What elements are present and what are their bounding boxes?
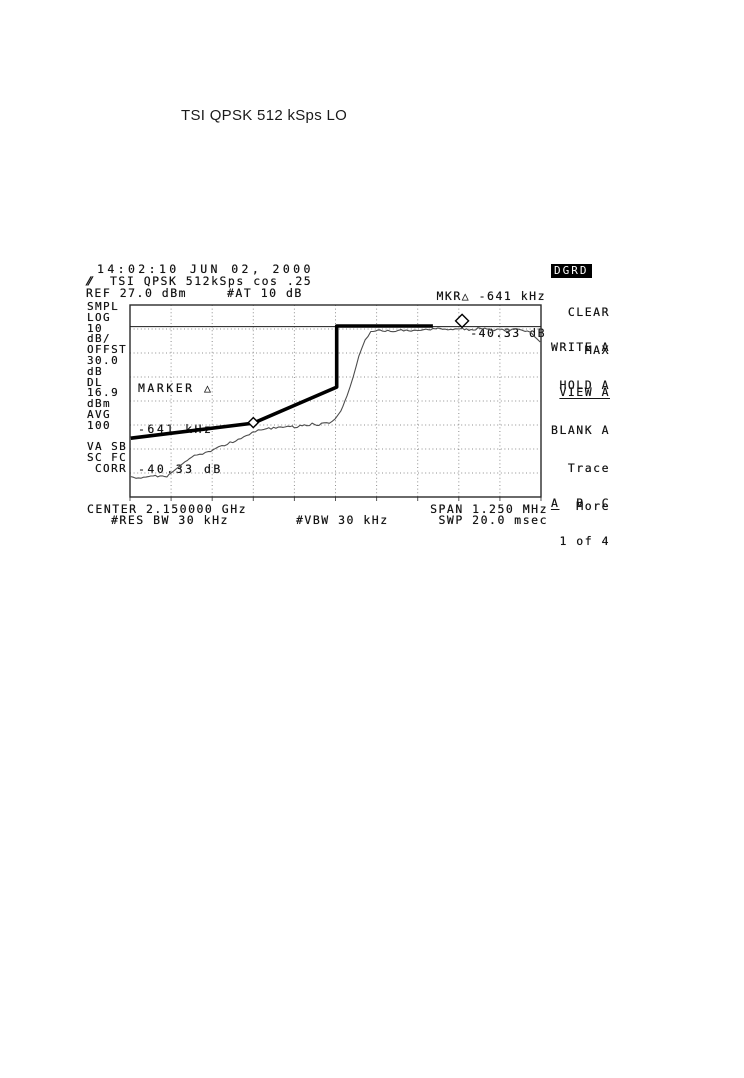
left-annotation-row: SC FC	[87, 451, 128, 465]
marker-readout-freq: MKR△ -641 kHz	[436, 289, 546, 304]
res-bw-label: #RES BW 30 kHz	[111, 513, 229, 527]
softkey-label: HOLD A	[559, 377, 610, 392]
softkey-label: MAX	[584, 343, 610, 357]
left-annotation-row: DL	[87, 375, 104, 389]
softkey-clear-write-a[interactable]: CLEAR WRITE A	[538, 284, 610, 376]
delta-ref-marker-icon	[247, 416, 260, 429]
left-annotation-row: CORR	[87, 461, 128, 475]
vbw-label: #VBW 30 kHz	[296, 513, 389, 527]
left-annotation-row: SMPL	[87, 300, 120, 313]
left-annotation-row: 30.0	[87, 353, 120, 367]
softkey-view-a[interactable]: VIEW A	[538, 364, 610, 422]
softkey-label-selected: VIEW A	[559, 385, 610, 399]
delta-marker-icon	[454, 313, 470, 329]
softkey-max-hold-a[interactable]: MAX HOLD A	[538, 322, 610, 414]
ref-level-label: REF 27.0 dBm	[86, 286, 188, 300]
trace-option-a[interactable]: A	[550, 495, 560, 510]
span-label: SPAN 1.250 MHz	[430, 502, 548, 516]
graph-marker-amp: -40.33 dB	[138, 462, 223, 476]
softkey-label: BLANK A	[551, 423, 610, 437]
trace-option-c[interactable]: C	[601, 495, 610, 510]
left-annotation-row: OFFST	[87, 343, 128, 357]
trace-option-b[interactable]: B	[576, 495, 585, 510]
softkey-label: CLEAR	[567, 305, 610, 319]
center-frequency-label: CENTER 2.150000 GHz	[87, 502, 248, 516]
left-annotation-row: LOG	[87, 310, 112, 324]
trace-a-spectrum	[130, 327, 541, 479]
hp-logo-icon: ⫽	[86, 274, 92, 288]
trace-title: TSI QPSK 512kSps cos .25	[110, 274, 313, 288]
softkey-label: WRITE A	[551, 339, 610, 354]
sweep-time-label: SWP 20.0 msec	[438, 513, 548, 527]
left-annotation-row: dB/	[87, 332, 112, 346]
status-badge-dgrd: DGRD	[551, 264, 592, 278]
left-annotation-row: 10	[87, 321, 104, 335]
softkey-page-indicator: 1 of 4	[559, 533, 610, 548]
timestamp: 14:02:10 JUN 02, 2000	[97, 262, 314, 276]
softkey-label: More	[576, 499, 610, 513]
trace-select-label: Trace	[567, 461, 610, 475]
left-annotation-row: AVG	[87, 407, 112, 421]
spectrum-plot	[129, 304, 542, 501]
page-title: TSI QPSK 512 kSps LO	[181, 107, 348, 124]
left-annotation-row: 16.9	[87, 386, 120, 400]
graph-marker-text: MARKER △ -641 kHz -40.33 dB	[138, 355, 223, 504]
softkey-trace-select[interactable]: Trace A B C	[538, 440, 610, 532]
softkey-more[interactable]: More 1 of 4	[538, 478, 610, 570]
softkey-blank-a[interactable]: BLANK A	[538, 402, 610, 460]
left-annotation-row: dBm	[87, 397, 112, 411]
left-annotation-row: dB	[87, 364, 104, 378]
trace-options: A B C	[538, 495, 610, 510]
graph-marker-title: MARKER △	[138, 381, 214, 395]
left-annotation-column: SMPL LOG 10 dB/OFFST 30.0 dB DL 16.9 dBm AVG 100 V…	[87, 300, 128, 475]
left-annotation-row: VA SB	[87, 440, 128, 454]
left-annotation-row: 100	[87, 418, 112, 432]
trace-b-view	[130, 324, 433, 440]
attenuation-label: #AT 10 dB	[227, 286, 303, 300]
